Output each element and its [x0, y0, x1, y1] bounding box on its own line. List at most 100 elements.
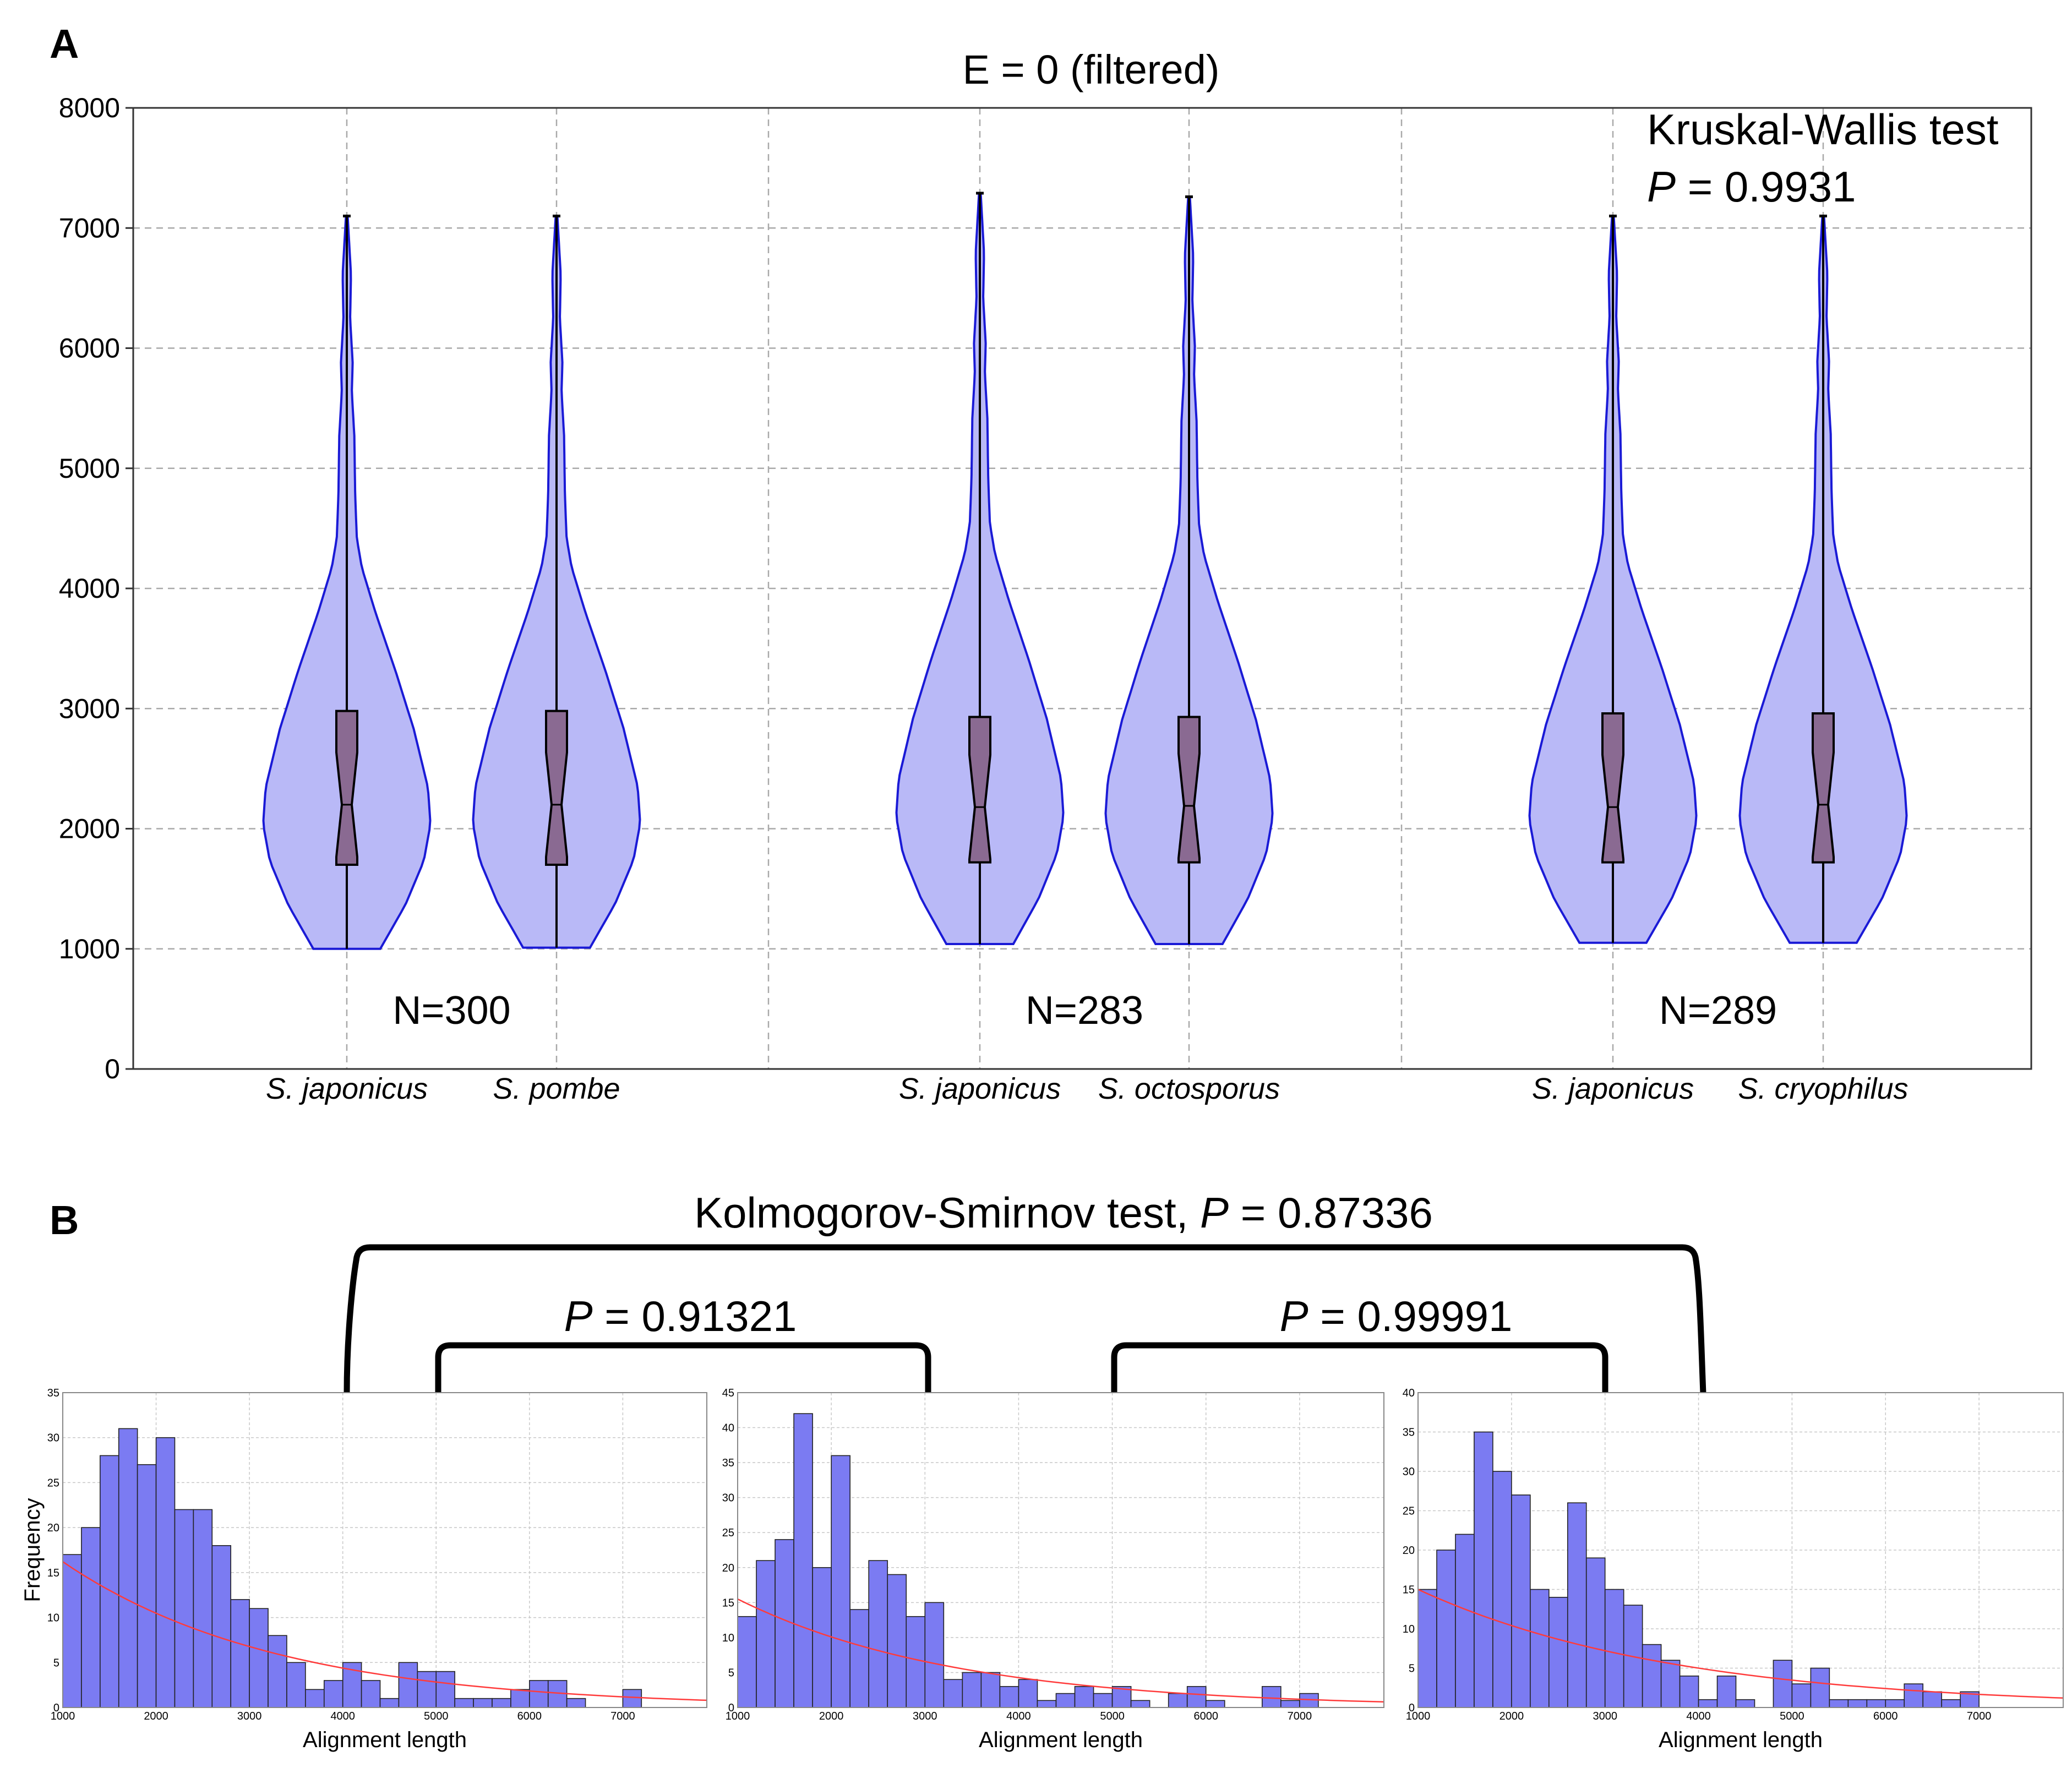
y-tick-label: 30 [722, 1492, 734, 1504]
y-tick-label: 40 [722, 1422, 734, 1434]
x-category-label: S. japonicus [266, 1072, 428, 1105]
x-category-label: S. cryophilus [1738, 1072, 1908, 1105]
x-axis-label: Alignment length [979, 1728, 1143, 1752]
y-tick-label: 25 [722, 1527, 734, 1539]
ks-right-bracket [1111, 1342, 1608, 1394]
histogram-bar [1810, 1667, 1830, 1708]
y-tick-label: 35 [47, 1387, 59, 1399]
violin-box [1601, 712, 1624, 864]
histogram-bar [510, 1689, 530, 1708]
histogram-bar [62, 1554, 82, 1708]
fit-curve [1417, 1589, 2064, 1699]
histogram-bar [831, 1455, 850, 1708]
y-tick-label: 5000 [59, 453, 120, 484]
violin-box [1812, 712, 1835, 864]
violin-box [545, 710, 568, 866]
x-tick-label: 5000 [1780, 1710, 1804, 1722]
y-tick-label: 35 [1403, 1427, 1415, 1439]
histogram-bar [1660, 1660, 1681, 1708]
ks-left-bracket [435, 1342, 931, 1394]
x-tick-label: 2000 [1500, 1710, 1524, 1722]
histogram-bar [1716, 1676, 1737, 1708]
histogram-bar [756, 1560, 776, 1708]
histogram-bar [999, 1686, 1019, 1708]
histogram-bar [155, 1437, 176, 1708]
histogram-bar [249, 1608, 269, 1708]
y-tick-label: 15 [722, 1597, 734, 1609]
histogram-bar [793, 1413, 813, 1708]
kruskal-wallis-p-value: = 0.9931 [1676, 162, 1856, 211]
x-tick-label: 4000 [1686, 1710, 1711, 1722]
histogram-bar [1735, 1699, 1755, 1708]
y-tick-label: 7000 [59, 212, 120, 243]
histogram-bar [1941, 1699, 1961, 1708]
violin-axes: 0 1000 2000 3000 4000 5000 6000 7000 8000 S. japo… [59, 92, 1909, 1105]
histogram-bar [775, 1539, 794, 1708]
histogram-bar [230, 1599, 250, 1708]
x-tick-label: 3000 [913, 1710, 937, 1722]
histogram-bar [1642, 1644, 1662, 1708]
y-tick-label: 5 [53, 1657, 59, 1669]
fit-curve [62, 1561, 707, 1701]
histogram-bar [81, 1527, 101, 1708]
histogram-bar [566, 1698, 586, 1708]
y-tick-label: 45 [722, 1387, 734, 1399]
histogram-bar [1018, 1679, 1038, 1708]
x-tick-label: 5000 [424, 1710, 449, 1722]
histogram-bar [622, 1689, 642, 1708]
violin-box [1177, 716, 1201, 864]
x-category-label: S. pombe [493, 1072, 620, 1105]
histogram-bar [812, 1567, 832, 1708]
ks-test-p-letter: P [1200, 1188, 1229, 1237]
histogram-bar [473, 1698, 493, 1708]
violin-chart-title: E = 0 (filtered) [963, 47, 1220, 92]
histogram-bar [417, 1671, 437, 1708]
violin-box [335, 710, 358, 866]
ks-test-prefix: Kolmogorov-Smirnov test, [694, 1188, 1200, 1237]
histogram-bar [906, 1616, 926, 1708]
y-tick-label: 3000 [59, 693, 120, 724]
y-tick-label: 15 [47, 1567, 59, 1579]
histogram-bar [737, 1616, 757, 1708]
histogram-bar [398, 1662, 418, 1708]
histogram-frame [1417, 1392, 2064, 1708]
histogram-bar [1847, 1699, 1868, 1708]
histogram-bar [1055, 1693, 1076, 1708]
violin-gridlines [133, 108, 2031, 1069]
x-category-label: S. japonicus [1532, 1072, 1694, 1105]
histogram-bar [529, 1680, 549, 1708]
histogram-bar [492, 1698, 511, 1708]
y-tick-label: 6000 [59, 333, 120, 364]
ks-right-p-letter: P [1280, 1292, 1308, 1340]
histogram-bar [268, 1635, 287, 1708]
histogram-bar [1280, 1700, 1300, 1708]
ks-right-p-value: = 0.99991 [1308, 1292, 1513, 1340]
histogram-bar [1455, 1534, 1475, 1708]
histogram-bar [1829, 1699, 1849, 1708]
y-tick-label: 35 [722, 1457, 734, 1469]
x-tick-label: 3000 [237, 1710, 262, 1722]
histogram-bar [1698, 1699, 1718, 1708]
histogram-3: 1000 2000 3000 4000 5000 6000 7000 0 5 10 15 20 25 30… [1403, 1387, 2064, 1752]
histogram-bar [1773, 1660, 1793, 1708]
x-tick-label: 3000 [1593, 1710, 1617, 1722]
y-tick-label: 0 [105, 1054, 120, 1084]
x-category-label: S. octosporus [1098, 1072, 1280, 1105]
y-tick-label: 0 [1409, 1702, 1415, 1714]
histogram-1: 1000 2000 3000 4000 5000 6000 7000 0 5 10 15 20 25 30… [20, 1387, 707, 1752]
kruskal-wallis-p: P = 0.9931 [1647, 162, 1856, 211]
histogram-bar [286, 1662, 306, 1708]
histogram-bar [1168, 1693, 1188, 1708]
y-tick-label: 20 [722, 1562, 734, 1574]
histogram-bar [211, 1545, 232, 1708]
histogram-bar [1417, 1589, 1437, 1708]
y-tick-label: 4000 [59, 573, 120, 604]
x-tick-label: 7000 [1967, 1710, 1992, 1722]
x-tick-label: 2000 [144, 1710, 168, 1722]
y-tick-label: 20 [47, 1522, 59, 1534]
histogram-bar [1492, 1471, 1512, 1708]
y-tick-label: 15 [1403, 1584, 1415, 1596]
histogram-bar [943, 1679, 963, 1708]
histogram-panels: 1000 2000 3000 4000 5000 6000 7000051015202530… [20, 1387, 2064, 1752]
histogram-bar [1679, 1676, 1699, 1708]
